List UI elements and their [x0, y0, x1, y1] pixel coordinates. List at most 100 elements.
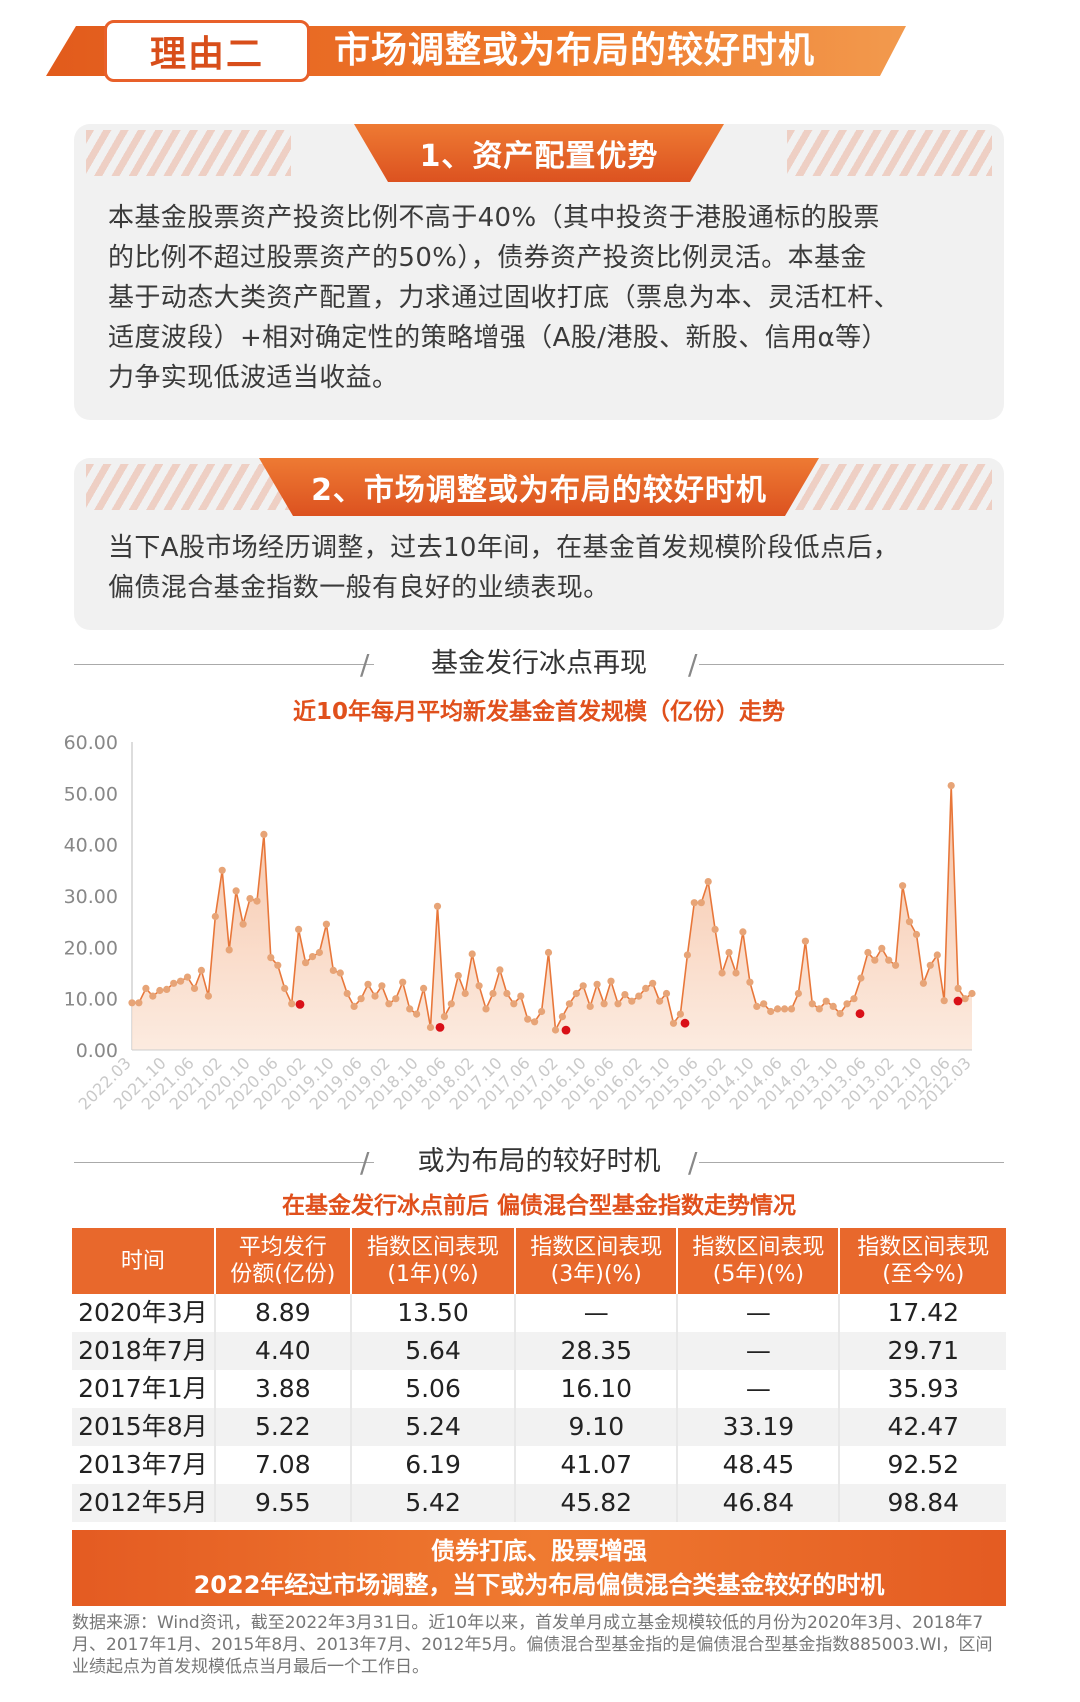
col-header-avg-size: 平均发行 份额(亿份)	[214, 1228, 352, 1294]
data-point	[572, 989, 580, 998]
market-timing-card: 2、市场调整或为布局的较好时机 当下A股市场经历调整，过去10年间，在基金首发规…	[74, 458, 1004, 630]
body-line: 本基金股票资产投资比例不高于40%（其中投资于港股通标的股票	[108, 203, 880, 233]
table-row: 2017年1月 3.88 5.06 16.10—35.93	[72, 1370, 1006, 1408]
chart-title: 近10年每月平均新发基金首发规模（亿份）走势	[292, 699, 785, 725]
data-point	[433, 902, 442, 910]
data-point	[406, 1005, 414, 1013]
data-point	[760, 1000, 768, 1008]
cell: 2013年7月	[72, 1446, 216, 1484]
cell: 98.84	[839, 1484, 1006, 1522]
data-point	[822, 997, 830, 1005]
header-stripes-right	[787, 464, 992, 510]
cell: —	[515, 1294, 679, 1332]
data-point	[211, 912, 219, 921]
cell: 2020年3月	[72, 1294, 216, 1332]
data-point	[864, 948, 872, 957]
data-point	[656, 997, 664, 1005]
data-point	[315, 948, 323, 957]
header-stripes-left	[86, 130, 291, 176]
data-point	[718, 969, 726, 977]
data-point	[801, 937, 810, 945]
section-title-text: 或为布局的较好时机	[417, 1146, 661, 1177]
data-point	[683, 951, 692, 959]
data-point	[787, 1005, 796, 1013]
data-point	[551, 1026, 560, 1034]
data-point	[704, 878, 712, 886]
col-header-to-date: 指数区间表现 (至今%)	[839, 1228, 1006, 1294]
data-point	[878, 944, 886, 952]
cell: 33.19	[677, 1408, 841, 1446]
banner-title: 市场调整或为布局的较好时机	[334, 30, 816, 71]
data-point	[739, 928, 747, 936]
data-point	[295, 925, 303, 933]
data-point	[246, 895, 254, 903]
data-point	[593, 980, 601, 988]
data-point	[968, 989, 976, 998]
data-point	[357, 995, 365, 1003]
slash-left: /	[360, 1146, 370, 1179]
y-tick-label: 0.00	[76, 1040, 118, 1062]
data-point	[586, 1002, 594, 1010]
cell: 9.55	[214, 1484, 352, 1522]
data-point	[753, 1002, 761, 1010]
cell: 8.89	[214, 1294, 352, 1332]
body-line: 偏债混合基金指数一般有良好的业绩表现。	[108, 573, 610, 603]
low-point-marker	[953, 996, 963, 1006]
table-row: 2013年7月 7.08 6.19 41.07 48.45 92.52	[72, 1446, 1006, 1484]
y-tick-label: 60.00	[64, 732, 118, 754]
data-point	[239, 920, 247, 928]
table-header-row: 时间 平均发行 份额(亿份) 指数区间表现 (1年)(%) 指数区间表现 (3年)(%…	[72, 1228, 1006, 1294]
cell: 2015年8月	[72, 1408, 216, 1446]
cell: 45.82	[515, 1484, 679, 1522]
data-point	[843, 1000, 851, 1008]
cell: 2012年5月	[72, 1484, 216, 1522]
data-point	[135, 999, 143, 1007]
table-row: 2020年3月 8.89 13.50— —17.42	[72, 1294, 1006, 1332]
data-point	[781, 1005, 789, 1013]
data-point	[399, 978, 407, 986]
data-point	[281, 984, 289, 992]
data-point	[517, 992, 525, 1000]
data-point	[177, 977, 185, 985]
table-row: 2012年5月 9.55 5.42 45.82 46.84 98.84	[72, 1484, 1006, 1522]
data-point	[926, 961, 934, 969]
data-point	[496, 966, 504, 974]
data-point	[558, 1013, 566, 1021]
cell: 5.42	[350, 1484, 517, 1522]
data-point	[197, 966, 205, 974]
data-point	[614, 1000, 622, 1008]
data-point	[836, 1010, 844, 1018]
y-tick-label: 20.00	[64, 937, 118, 959]
data-point	[336, 969, 344, 977]
data-point	[919, 979, 928, 987]
data-point	[371, 992, 379, 1000]
data-point	[621, 991, 629, 999]
data-point	[690, 899, 698, 907]
slash-right: /	[688, 1146, 698, 1179]
cell: 17.42	[839, 1294, 1006, 1332]
data-point	[565, 1000, 573, 1008]
cell: 2018年7月	[72, 1332, 216, 1370]
section-title-timing: / 或为布局的较好时机 /	[74, 1142, 1004, 1182]
card-header: 1、资产配置优势	[74, 124, 1004, 186]
data-point	[288, 1000, 296, 1008]
data-point	[253, 897, 261, 905]
cell: 6.19	[350, 1446, 517, 1484]
body-line: 当下A股市场经历调整，过去10年间，在基金首发规模阶段低点后，	[108, 533, 900, 563]
data-point	[899, 882, 907, 890]
data-point	[225, 946, 233, 954]
body-line: 基于动态大类资产配置，力求通过固收打底（票息为本、灵活杠杆、	[108, 283, 901, 313]
cell: —	[677, 1370, 841, 1408]
cell: —	[677, 1294, 841, 1332]
data-point	[183, 973, 192, 981]
data-point	[746, 978, 754, 986]
data-point	[857, 974, 865, 982]
low-point-marker	[295, 1000, 305, 1009]
cell: 41.07	[515, 1446, 679, 1484]
data-point	[815, 1005, 823, 1013]
data-point	[954, 984, 962, 992]
cell: 5.64	[350, 1332, 517, 1370]
data-point	[531, 1018, 539, 1026]
divider-right	[699, 1162, 1004, 1163]
data-point	[163, 985, 171, 993]
